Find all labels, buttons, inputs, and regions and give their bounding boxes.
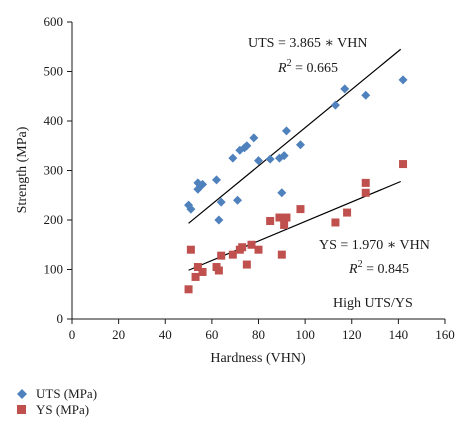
x-tick-label: 60 bbox=[205, 327, 218, 342]
uts-point bbox=[216, 197, 226, 207]
x-tick-label: 40 bbox=[159, 327, 172, 342]
uts-trendline bbox=[188, 48, 402, 224]
ys-point bbox=[282, 213, 291, 222]
uts-r2-symbol: R bbox=[277, 61, 287, 76]
ys-point bbox=[198, 267, 207, 276]
ys-point bbox=[275, 213, 284, 222]
y-axis-title: Strength (MPa) bbox=[15, 126, 30, 213]
ys-equation-label: YS = 1.970 ∗ VHN bbox=[319, 238, 430, 253]
uts-point bbox=[361, 90, 371, 100]
uts-point bbox=[242, 141, 252, 151]
ys-point bbox=[296, 205, 305, 214]
uts-point bbox=[228, 153, 238, 163]
y-tick-label: 100 bbox=[44, 262, 64, 277]
ys-point bbox=[228, 250, 237, 259]
uts-point bbox=[398, 75, 408, 85]
x-tick-label: 100 bbox=[295, 327, 315, 342]
x-tick-label: 80 bbox=[252, 327, 265, 342]
ys-point bbox=[184, 285, 193, 294]
uts-point bbox=[254, 156, 263, 166]
axes: 0 20 40 60 80 100 120 140 160 0 100 200 300 400 500 600 bbox=[44, 14, 455, 342]
legend-uts-label: UTS (MPa) bbox=[36, 386, 97, 401]
uts-r2-superscript: 2 bbox=[287, 58, 292, 69]
uts-point bbox=[281, 126, 291, 136]
ys-r2-label: R2 = 0.845 bbox=[348, 259, 409, 277]
x-tick-label: 20 bbox=[112, 327, 125, 342]
ys-r2-symbol: R bbox=[348, 262, 358, 277]
uts-point bbox=[265, 154, 275, 164]
legend-uts-marker bbox=[17, 389, 27, 399]
y-tick-label: 500 bbox=[44, 64, 64, 79]
uts-point bbox=[277, 188, 287, 198]
ys-point bbox=[280, 220, 289, 229]
uts-point bbox=[186, 204, 196, 214]
ys-point bbox=[242, 260, 251, 269]
ys-point bbox=[331, 218, 340, 227]
uts-point bbox=[330, 100, 340, 110]
uts-point bbox=[198, 179, 208, 189]
y-tick-label: 200 bbox=[44, 212, 64, 227]
high-uts-ys-note: High UTS/YS bbox=[333, 296, 413, 311]
ys-point bbox=[361, 178, 370, 187]
ys-point bbox=[254, 245, 263, 254]
uts-equation-label: UTS = 3.865 ∗ VHN bbox=[248, 36, 367, 51]
uts-point bbox=[212, 175, 222, 185]
ys-point bbox=[191, 272, 200, 281]
x-tick-label: 160 bbox=[435, 327, 455, 342]
ys-r2-superscript: 2 bbox=[358, 259, 363, 270]
x-tick-label: 0 bbox=[69, 327, 76, 342]
uts-point bbox=[295, 140, 305, 150]
uts-r2-value: = 0.665 bbox=[292, 61, 338, 76]
ys-point bbox=[247, 240, 256, 249]
y-tick-label: 0 bbox=[57, 311, 64, 326]
ys-point bbox=[399, 160, 408, 169]
x-tick-label: 120 bbox=[342, 327, 362, 342]
x-tick-label: 140 bbox=[389, 327, 409, 342]
legend: UTS (MPa) YS (MPa) bbox=[17, 386, 97, 417]
x-axis-title: Hardness (VHN) bbox=[210, 351, 306, 366]
ys-point bbox=[361, 188, 370, 197]
uts-point bbox=[249, 133, 259, 143]
ys-point bbox=[193, 263, 202, 272]
legend-ys-label: YS (MPa) bbox=[36, 402, 89, 417]
ys-point bbox=[217, 251, 226, 260]
ys-r2-value: = 0.845 bbox=[363, 262, 409, 277]
uts-point bbox=[214, 215, 224, 225]
y-tick-label: 600 bbox=[44, 14, 64, 29]
uts-point bbox=[233, 195, 243, 205]
ys-point bbox=[266, 216, 275, 225]
ys-point bbox=[343, 208, 352, 217]
ys-point bbox=[277, 250, 286, 259]
data-points bbox=[184, 75, 408, 294]
legend-ys-marker bbox=[17, 405, 26, 414]
y-tick-label: 400 bbox=[44, 113, 64, 128]
ys-point bbox=[238, 243, 247, 252]
uts-r2-label: R2 = 0.665 bbox=[277, 58, 338, 76]
uts-point bbox=[340, 84, 350, 94]
ys-point bbox=[186, 245, 195, 254]
y-tick-label: 300 bbox=[44, 163, 64, 178]
ys-point bbox=[214, 266, 223, 275]
uts-point bbox=[279, 151, 289, 161]
